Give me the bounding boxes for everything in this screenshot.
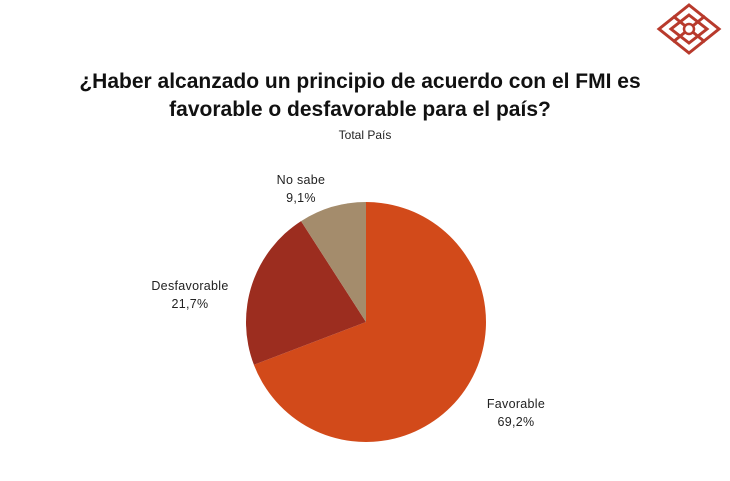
- slice-label-desfavorable: Desfavorable 21,7%: [135, 277, 245, 313]
- pie-slice-favorable: [253, 202, 486, 442]
- slice-label-favorable: Favorable 69,2%: [471, 395, 561, 431]
- chart-subtitle: Total País: [338, 128, 392, 142]
- slice-label-no-sabe: No sabe 9,1%: [256, 171, 346, 207]
- slice-name: Favorable: [486, 397, 546, 411]
- slice-name: Desfavorable: [151, 279, 229, 293]
- pie-slice-desfavorable: [245, 221, 366, 365]
- slice-value: 21,7%: [171, 297, 209, 311]
- slice-name: No sabe: [276, 173, 326, 187]
- pie-slice-no-sabe: [301, 202, 366, 322]
- slice-value: 69,2%: [497, 415, 535, 429]
- slice-value: 9,1%: [286, 191, 316, 205]
- chart-title: ¿Haber alcanzado un principio de acuerdo…: [79, 70, 641, 121]
- company-logo-icon: [656, 3, 722, 55]
